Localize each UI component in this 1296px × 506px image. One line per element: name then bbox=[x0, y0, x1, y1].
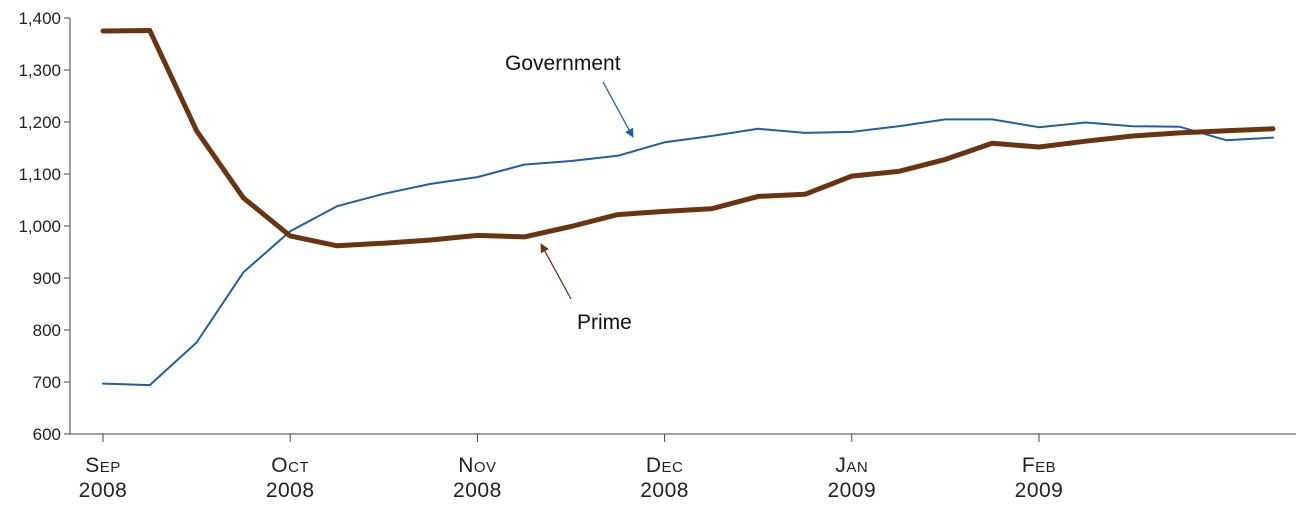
government-arrow bbox=[602, 81, 634, 138]
series-line-prime bbox=[100, 28, 1276, 249]
y-tick-label: 600 bbox=[33, 425, 61, 444]
x-tick-year: 2008 bbox=[266, 479, 315, 502]
plot-area bbox=[100, 28, 1276, 387]
x-axis: SEP2008OCT2008NOV2008DEC2008JAN2009FEB20… bbox=[70, 433, 1296, 502]
prime-label: Prime bbox=[577, 311, 632, 334]
x-tick-year: 2008 bbox=[453, 479, 502, 502]
series-line-government bbox=[102, 118, 1274, 387]
y-axis: 600 700 800 900 1,000 1,100 1,200 1,300 1,400 bbox=[18, 9, 71, 444]
y-tick-label: 800 bbox=[33, 321, 61, 340]
y-tick-label: 1,400 bbox=[18, 9, 61, 28]
x-tick-year: 2008 bbox=[79, 479, 128, 502]
y-tick-label: 1,300 bbox=[18, 61, 61, 80]
y-tick-label: 1,000 bbox=[18, 217, 61, 236]
x-tick-month: FEB bbox=[1022, 454, 1056, 477]
y-tick-label: 1,100 bbox=[18, 165, 61, 184]
y-tick-label: 900 bbox=[33, 269, 61, 288]
x-tick-month: NOV bbox=[458, 454, 496, 477]
x-tick-year: 2009 bbox=[827, 479, 876, 502]
y-tick-label: 700 bbox=[33, 373, 61, 392]
prime-arrow bbox=[540, 243, 572, 300]
annotations: Government Prime bbox=[505, 52, 634, 334]
x-tick-year: 2009 bbox=[1015, 479, 1064, 502]
x-tick-year: 2008 bbox=[640, 479, 689, 502]
x-tick-month: OCT bbox=[271, 454, 309, 477]
y-tick-label: 1,200 bbox=[18, 113, 61, 132]
x-tick-month: DEC bbox=[646, 454, 684, 477]
x-tick-month: SEP bbox=[85, 454, 121, 477]
x-tick-month: JAN bbox=[835, 454, 868, 477]
government-label: Government bbox=[505, 52, 621, 75]
